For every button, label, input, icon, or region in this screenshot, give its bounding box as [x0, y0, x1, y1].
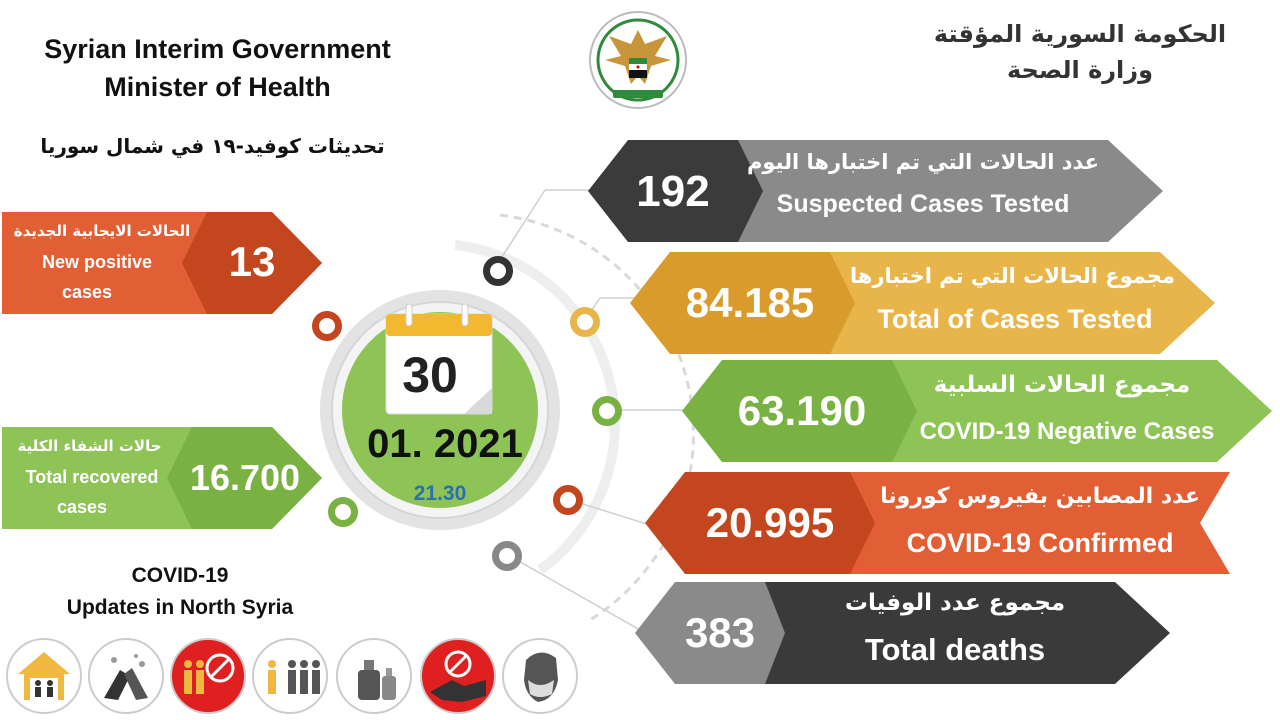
- deaths-value: 383: [684, 609, 756, 656]
- total-tested-label-en: Total of Cases Tested: [877, 304, 1153, 334]
- recovered-banner: حالات الشفاء الكلية Total recovered case…: [2, 427, 322, 529]
- updates-title: COVID-19 Updates in North Syria: [20, 560, 340, 624]
- social-distance-icon: [252, 638, 328, 714]
- title-ar-line1: الحكومة السورية المؤقتة: [933, 20, 1227, 48]
- wash-hands-icon: [88, 638, 164, 714]
- negative-banner: 63.190 مجموع الحالات السلبية COVID-19 Ne…: [682, 360, 1272, 462]
- new-positive-value: 13: [228, 238, 276, 285]
- eagle-emblem-icon: [583, 10, 693, 110]
- connector-dot-gray: [492, 541, 522, 571]
- date-day: 30: [402, 347, 458, 403]
- deaths-label-ar: مجموع عدد الوفيات: [844, 590, 1066, 616]
- date-month-year: 01. 2021: [367, 422, 523, 466]
- subtitle-arabic: تحديثات كوفيد-١٩ في شمال سوريا: [40, 134, 385, 158]
- new-positive-banner: الحالات الايجابية الجديدة New positive c…: [2, 212, 322, 314]
- suspected-tested-label-en: Suspected Cases Tested: [776, 190, 1070, 218]
- connector-dot-gold: [570, 307, 600, 337]
- new-positive-label-en-1: New positive: [41, 252, 153, 272]
- title-en-line2: Minister of Health: [104, 72, 331, 102]
- suspected-tested-banner: 192 عدد الحالات التي تم اختبارها اليوم S…: [588, 140, 1163, 242]
- updates-line2: Updates in North Syria: [66, 596, 294, 619]
- negative-value: 63.190: [737, 387, 867, 434]
- confirmed-banner: 20.995 عدد المصابين بفيروس كورونا COVID-…: [645, 472, 1230, 574]
- connector-dot-green: [592, 396, 622, 426]
- title-english: Syrian Interim Government Minister of He…: [20, 30, 415, 106]
- recovered-label-ar: حالات الشفاء الكلية: [17, 437, 162, 455]
- confirmed-label-ar: عدد المصابين بفيروس كورونا: [880, 484, 1200, 509]
- deaths-label-en: Total deaths: [864, 632, 1046, 667]
- updates-line1: COVID-19: [131, 564, 229, 587]
- new-positive-label-en-2: cases: [61, 282, 113, 302]
- total-tested-label-ar: مجموع الحالات التي تم اختبارها: [850, 264, 1175, 288]
- connector-dot-green-left: [328, 497, 358, 527]
- face-mask-icon: [502, 638, 578, 714]
- negative-label-en: COVID-19 Negative Cases: [919, 418, 1215, 445]
- sanitizer-icon: [336, 638, 412, 714]
- connector-dot-red: [553, 485, 583, 515]
- suspected-tested-label-ar: عدد الحالات التي تم اختبارها اليوم: [746, 150, 1100, 174]
- confirmed-label-en: COVID-19 Confirmed: [906, 528, 1174, 558]
- recovered-label-en-2: cases: [56, 497, 108, 517]
- recovered-value: 16.700: [189, 457, 301, 498]
- total-tested-banner: 84.185 مجموع الحالات التي تم اختبارها To…: [630, 252, 1215, 354]
- connector-dot-dark: [483, 256, 513, 286]
- no-gathering-icon: [170, 638, 246, 714]
- title-ar-line2: وزارة الصحة: [1006, 56, 1154, 84]
- deaths-banner: 383 مجموع عدد الوفيات Total deaths: [635, 582, 1170, 684]
- suspected-tested-value: 192: [636, 167, 710, 216]
- date-time: 21.30: [413, 482, 467, 505]
- title-arabic: الحكومة السورية المؤقتة وزارة الصحة: [930, 16, 1230, 88]
- recovered-label-en-1: Total recovered: [25, 467, 159, 487]
- total-tested-value: 84.185: [685, 279, 815, 326]
- new-positive-label-ar: الحالات الايجابية الجديدة: [13, 222, 191, 240]
- stay-home-icon: [6, 638, 82, 714]
- connector-dot-orange: [312, 311, 342, 341]
- no-handshake-icon: [420, 638, 496, 714]
- negative-label-ar: مجموع الحالات السلبية: [933, 372, 1191, 398]
- title-en-line1: Syrian Interim Government: [44, 34, 391, 64]
- confirmed-value: 20.995: [705, 499, 835, 546]
- calendar-icon: [384, 302, 496, 420]
